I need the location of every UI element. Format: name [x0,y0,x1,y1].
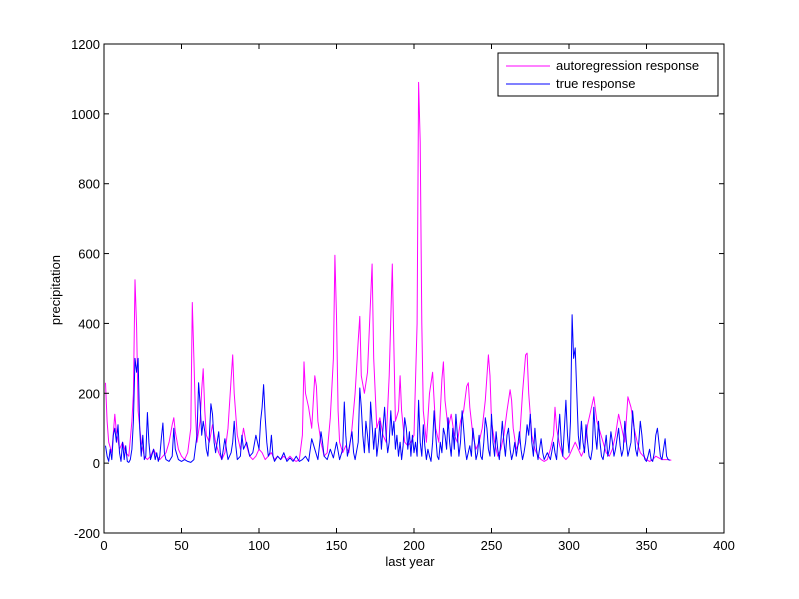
x-tick-label: 400 [713,538,735,553]
x-tick-label: 350 [636,538,658,553]
x-tick-label: 150 [326,538,348,553]
x-tick-label: 200 [403,538,425,553]
legend-box [497,52,719,97]
legend-label-autoregression: autoregression response [556,58,699,73]
plot-area [103,43,725,534]
series-line-autoregression-response [105,81,672,462]
y-tick-label: 200 [78,386,100,401]
y-tick-label: 400 [78,316,100,331]
series-line-true-response [105,314,671,463]
y-axis-label: precipitation [48,255,63,325]
y-tick-label: 800 [78,177,100,192]
y-tick-label: 1200 [71,37,100,52]
y-tick-label: 1000 [71,107,100,122]
axes: 0 50 100 150 200 250 300 350 400-200020040060080… [71,37,735,553]
x-tick-label: 100 [248,538,270,553]
legend: autoregression response true response [497,52,719,97]
x-tick-label: 300 [558,538,580,553]
y-tick-label: 0 [93,456,100,471]
y-tick-label: -200 [74,526,100,541]
y-tick-label: 600 [78,247,100,262]
x-tick-label: 50 [174,538,188,553]
legend-label-true: true response [556,76,636,91]
series-lines [105,81,672,463]
x-axis-label: last year [385,554,435,569]
x-tick-label: 250 [481,538,503,553]
x-tick-label: 0 [100,538,107,553]
